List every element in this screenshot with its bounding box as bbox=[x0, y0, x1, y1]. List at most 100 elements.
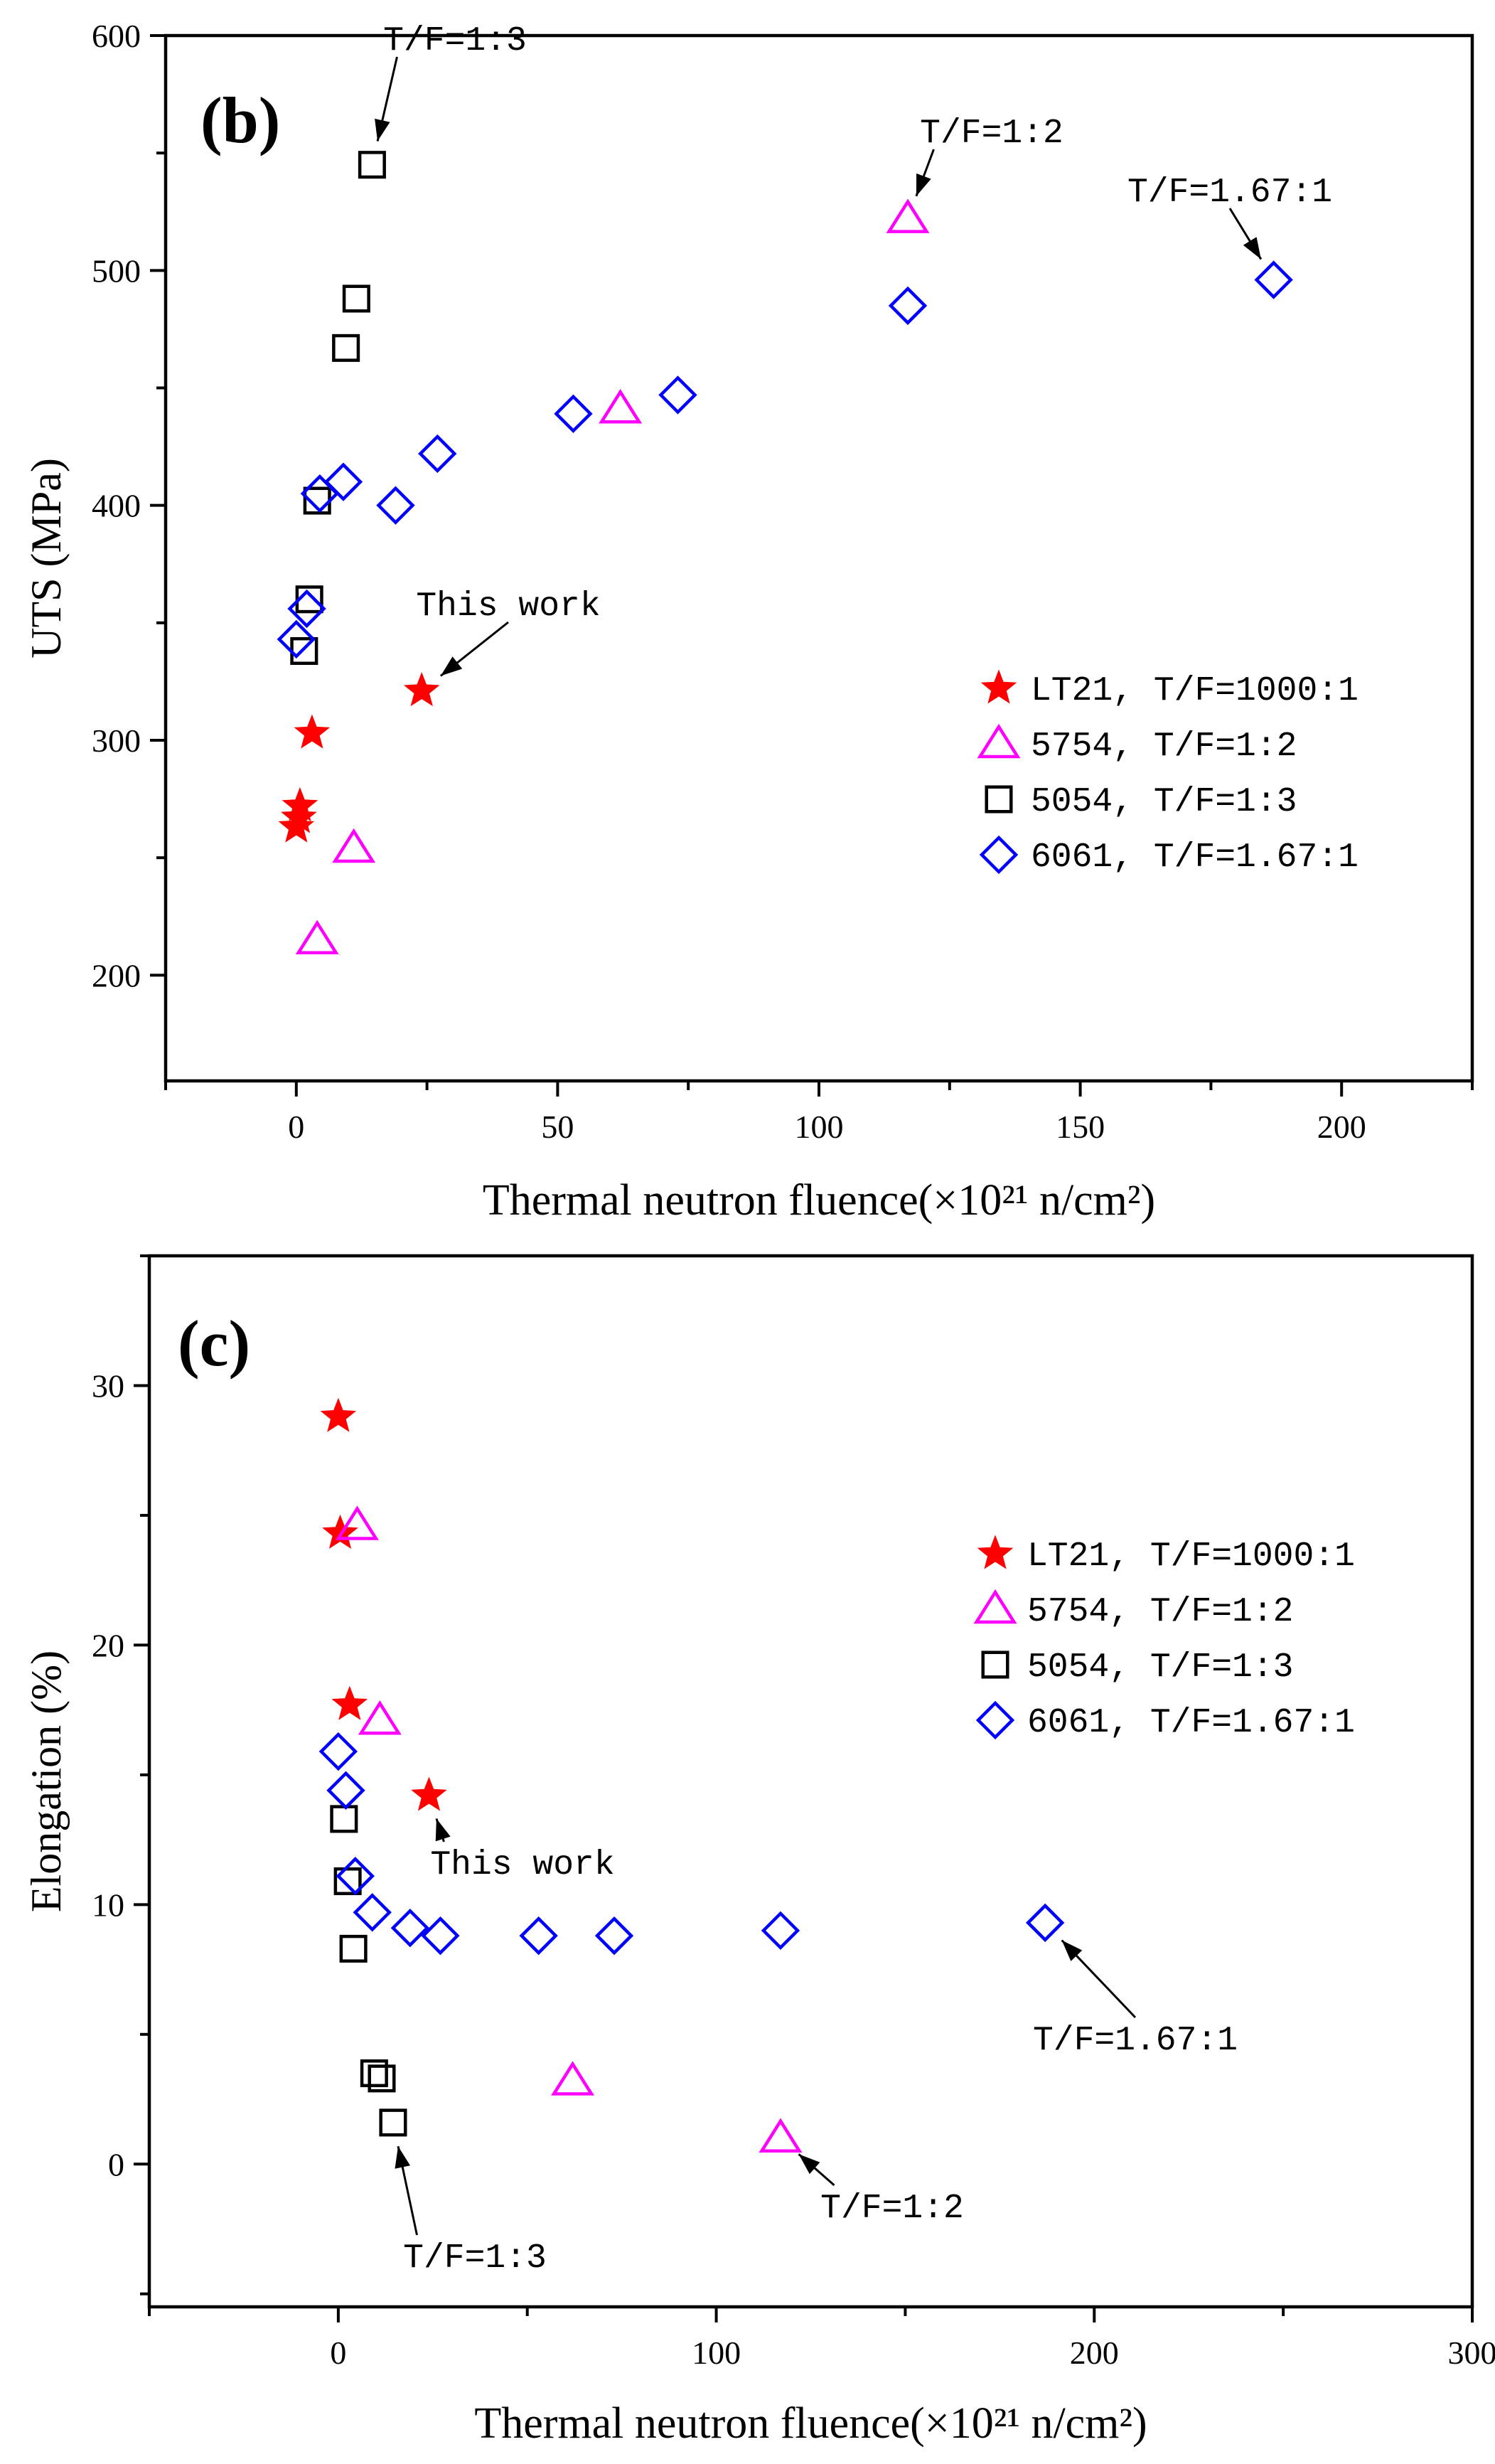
data-point bbox=[554, 394, 593, 434]
data-point bbox=[294, 714, 331, 749]
data-point bbox=[330, 1805, 358, 1833]
x-tick-label: 0 bbox=[330, 2335, 346, 2371]
data-point bbox=[1254, 260, 1293, 299]
series-5054 bbox=[290, 151, 386, 666]
x-tick-label: 150 bbox=[1056, 1109, 1105, 1145]
data-point bbox=[342, 284, 370, 313]
legend-label: 5054, T/F=1:3 bbox=[1027, 1648, 1293, 1687]
annotation-label: T/F=1:2 bbox=[920, 114, 1063, 153]
data-point bbox=[358, 1700, 402, 1735]
data-point bbox=[281, 799, 317, 833]
data-point bbox=[326, 1771, 365, 1810]
data-point bbox=[277, 619, 316, 659]
legend-marker bbox=[977, 723, 1021, 759]
data-point bbox=[287, 589, 326, 629]
y-tick-label: 400 bbox=[92, 488, 141, 524]
annotation-arrow-head bbox=[395, 2146, 410, 2169]
x-axis-title: Thermal neutron fluence(×10²¹ n/cm²) bbox=[483, 1176, 1155, 1225]
data-point bbox=[358, 151, 386, 179]
legend-label: 5754, T/F=1:2 bbox=[1031, 727, 1297, 766]
legend-marker bbox=[985, 785, 1013, 814]
y-tick-label: 300 bbox=[92, 722, 141, 759]
x-tick-label: 100 bbox=[795, 1109, 844, 1145]
x-tick-label: 200 bbox=[1317, 1109, 1366, 1145]
x-tick-label: 50 bbox=[541, 1109, 574, 1145]
legend-label: 6061, T/F=1.67:1 bbox=[1031, 838, 1359, 877]
data-point bbox=[403, 672, 440, 707]
legend: LT21, T/F=1000:1 5754, T/F=1:2 5054, T/F=1… bbox=[977, 669, 1359, 877]
data-point bbox=[658, 375, 697, 415]
data-point bbox=[551, 2061, 594, 2096]
data-point bbox=[290, 636, 318, 666]
y-tick-label: 200 bbox=[92, 957, 141, 993]
data-point bbox=[322, 1514, 358, 1550]
legend-marker bbox=[981, 1650, 1009, 1679]
data-point bbox=[318, 1732, 358, 1771]
x-tick-label: 0 bbox=[288, 1109, 304, 1145]
data-point bbox=[336, 1857, 375, 1896]
series-6061 bbox=[277, 260, 1293, 659]
data-point bbox=[594, 1916, 634, 1956]
legend: LT21, T/F=1000:1 5754, T/F=1:2 5054, T/F=1… bbox=[973, 1535, 1355, 1742]
data-point bbox=[418, 434, 457, 474]
legend-label: LT21, T/F=1000:1 bbox=[1027, 1537, 1355, 1576]
legend-label: 5054, T/F=1:3 bbox=[1031, 783, 1297, 821]
data-point bbox=[759, 2118, 803, 2153]
y-tick-label: 600 bbox=[92, 18, 141, 54]
annotation-label: This work bbox=[430, 1846, 614, 1884]
data-point bbox=[379, 2108, 407, 2137]
y-tick-label: 10 bbox=[92, 1887, 124, 1923]
y-axis-title: UTS (MPa) bbox=[23, 458, 70, 658]
data-point bbox=[332, 334, 360, 362]
data-point bbox=[886, 198, 930, 233]
annotation-arrow-head bbox=[916, 173, 931, 196]
annotation-label: T/F=1:3 bbox=[403, 2239, 547, 2278]
data-point bbox=[333, 1867, 362, 1896]
annotation-arrow-head bbox=[375, 118, 390, 142]
data-point bbox=[332, 828, 376, 863]
series-lt21 bbox=[320, 1397, 447, 1811]
data-point bbox=[331, 1685, 368, 1720]
annotation-label: T/F=1:3 bbox=[383, 22, 527, 60]
legend-label: 5754, T/F=1:2 bbox=[1027, 1593, 1293, 1631]
y-tick-label: 30 bbox=[92, 1367, 124, 1404]
data-point bbox=[411, 1776, 447, 1811]
data-point bbox=[519, 1916, 558, 1956]
x-tick-label: 100 bbox=[692, 2335, 741, 2371]
data-point bbox=[390, 1909, 430, 1948]
data-point bbox=[761, 1911, 800, 1951]
legend-marker bbox=[977, 1535, 1014, 1569]
data-point bbox=[300, 474, 340, 513]
y-tick-label: 500 bbox=[92, 252, 141, 289]
legend-marker bbox=[975, 1700, 1015, 1740]
series-5754 bbox=[295, 198, 930, 955]
panel-c-elongation-chart: 0 100 200 300 0 10 20 30 Thermal neutron fluence… bbox=[23, 1254, 1495, 2448]
data-point bbox=[376, 486, 415, 525]
legend-marker bbox=[980, 669, 1017, 704]
annotation-arrow-head bbox=[798, 2154, 820, 2175]
legend-label: LT21, T/F=1000:1 bbox=[1031, 672, 1359, 710]
panel-b-uts-chart: 0 50 100 150 200 200 300 400 500 600 Thermal neutr… bbox=[23, 18, 1474, 1225]
series-lt21 bbox=[278, 672, 440, 843]
data-point bbox=[368, 2064, 396, 2093]
panel-label: (b) bbox=[200, 84, 280, 156]
legend-marker bbox=[973, 1589, 1017, 1624]
data-point bbox=[320, 1397, 357, 1432]
data-point bbox=[421, 1916, 460, 1956]
series-5054 bbox=[330, 1805, 407, 2137]
plot-frame bbox=[147, 1254, 1474, 2309]
series-5754 bbox=[335, 1505, 803, 2153]
data-point bbox=[339, 1934, 368, 1963]
annotation-arrow-head bbox=[1061, 1940, 1083, 1961]
annotation-label: T/F=1:2 bbox=[820, 2190, 964, 2228]
data-point bbox=[353, 1893, 392, 1932]
legend-label: 6061, T/F=1.67:1 bbox=[1027, 1704, 1355, 1742]
data-point bbox=[888, 286, 928, 326]
data-point bbox=[335, 1505, 379, 1540]
panel-label: (c) bbox=[178, 1307, 250, 1380]
y-tick-label: 0 bbox=[108, 2146, 124, 2182]
annotation-arrow-head bbox=[440, 656, 463, 676]
data-point bbox=[282, 786, 318, 822]
x-tick-label: 200 bbox=[1070, 2335, 1119, 2371]
